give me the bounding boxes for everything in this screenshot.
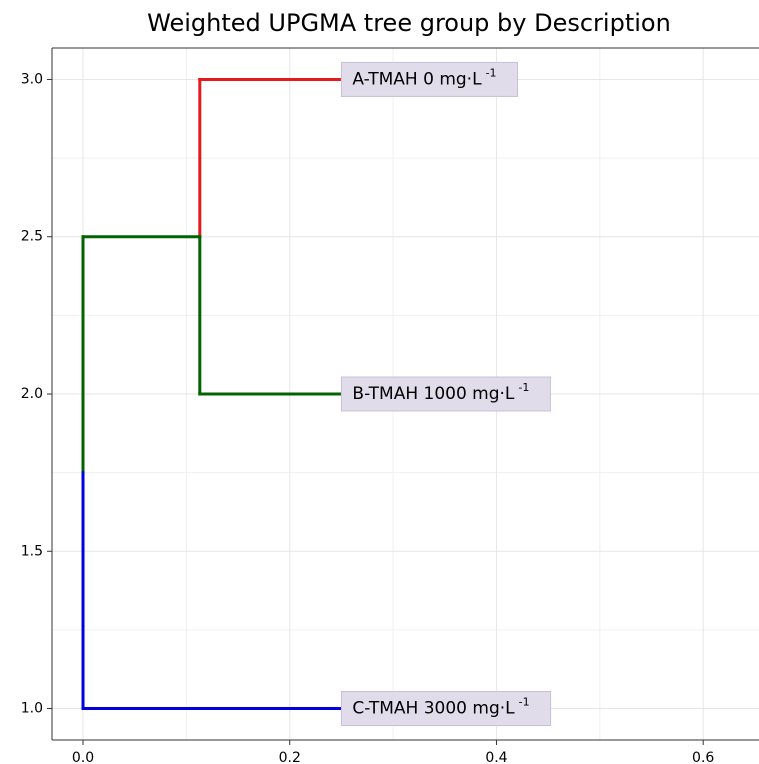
- x-tick-label: 0.2: [279, 750, 301, 764]
- y-tick-label: 1.0: [21, 701, 43, 717]
- y-tick-label: 2.5: [21, 229, 43, 245]
- leaf-name: A-TMAH 0 mg·L: [352, 69, 482, 89]
- leaf-text: B-TMAH 1000 mg·L -1: [352, 381, 529, 404]
- leaf-name: B-TMAH 1000 mg·L: [352, 384, 515, 404]
- label-box: [340, 61, 519, 97]
- chart-title: Weighted UPGMA tree group by Description: [147, 9, 671, 37]
- leaf-text: A-TMAH 0 mg·L -1: [352, 66, 496, 89]
- leaf-text: C-TMAH 3000 mg·L -1: [352, 696, 529, 719]
- leaf-label: A-TMAH 0 mg·L -1: [340, 61, 519, 97]
- x-tick-label: 0.6: [692, 750, 714, 764]
- x-tick-label: 0.4: [485, 750, 507, 764]
- y-tick-label: 3.0: [21, 71, 43, 87]
- x-tick-label: 0.0: [72, 750, 94, 764]
- leaf-label: B-TMAH 1000 mg·L -1: [340, 376, 551, 412]
- leaf-label: C-TMAH 3000 mg·L -1: [340, 691, 552, 727]
- label-box: [340, 691, 552, 727]
- leaf-sup: -1: [518, 381, 529, 394]
- y-tick-label: 1.5: [21, 543, 43, 559]
- leaf-sup: -1: [486, 66, 497, 79]
- y-tick-label: 2.0: [21, 386, 43, 402]
- label-box: [340, 376, 551, 412]
- leaf-name: C-TMAH 3000 mg·L: [352, 699, 515, 719]
- leaf-sup: -1: [519, 696, 530, 709]
